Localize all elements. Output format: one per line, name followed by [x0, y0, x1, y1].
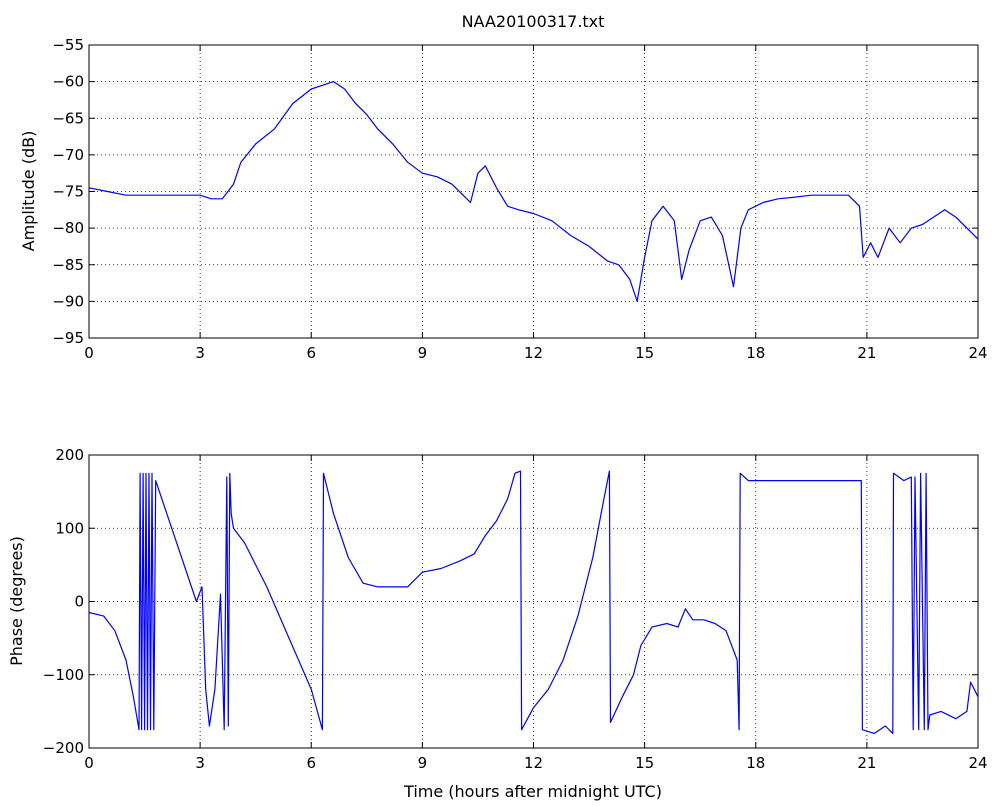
chart-title: NAA20100317.txt [462, 12, 605, 31]
series-line [88, 81, 979, 302]
phase-axes: Time (hours after midnight UTC) Phase (d… [7, 446, 988, 801]
x-tick-label: 6 [306, 344, 316, 362]
y-tick-label: −95 [52, 329, 84, 347]
y-tick-label: −100 [43, 666, 84, 684]
x-tick-label: 21 [857, 754, 876, 772]
y-tick-label: −75 [52, 183, 84, 201]
x-tick-label: 0 [84, 754, 94, 772]
x-tick-label: 9 [418, 754, 428, 772]
x-tick-label: 15 [635, 344, 654, 362]
y-tick-label: −200 [43, 739, 84, 757]
y-tick-label: −60 [52, 73, 84, 91]
y-tick-label: −55 [52, 36, 84, 54]
y-tick-label: −70 [52, 146, 84, 164]
x-tick-label: 18 [746, 754, 765, 772]
amplitude-axes: NAA20100317.txt Amplitude (dB) 0 3 6 9 12 15 1… [19, 12, 988, 362]
y-axis-label: Amplitude (dB) [19, 131, 38, 252]
x-tick-label: 24 [968, 344, 987, 362]
x-axis-label: Time (hours after midnight UTC) [403, 782, 662, 801]
y-axis-label: Phase (degrees) [7, 536, 26, 666]
y-tick-label: −80 [52, 219, 84, 237]
y-tick-label: 0 [74, 593, 84, 611]
x-tick-label: 18 [746, 344, 765, 362]
x-tick-label: 12 [524, 344, 543, 362]
x-tick-label: 3 [195, 344, 205, 362]
series-line [88, 470, 979, 734]
x-tick-label: 0 [84, 344, 94, 362]
x-tick-label: 3 [195, 754, 205, 772]
x-tick-label: 6 [306, 754, 316, 772]
x-tick-label: 21 [857, 344, 876, 362]
x-tick-label: 9 [418, 344, 428, 362]
y-tick-label: 200 [55, 446, 84, 464]
y-tick-label: −90 [52, 292, 84, 310]
x-tick-label: 15 [635, 754, 654, 772]
y-tick-label: −85 [52, 256, 84, 274]
y-tick-label: −65 [52, 109, 84, 127]
x-tick-label: 12 [524, 754, 543, 772]
x-tick-label: 24 [968, 754, 987, 772]
y-tick-label: 100 [55, 519, 84, 537]
